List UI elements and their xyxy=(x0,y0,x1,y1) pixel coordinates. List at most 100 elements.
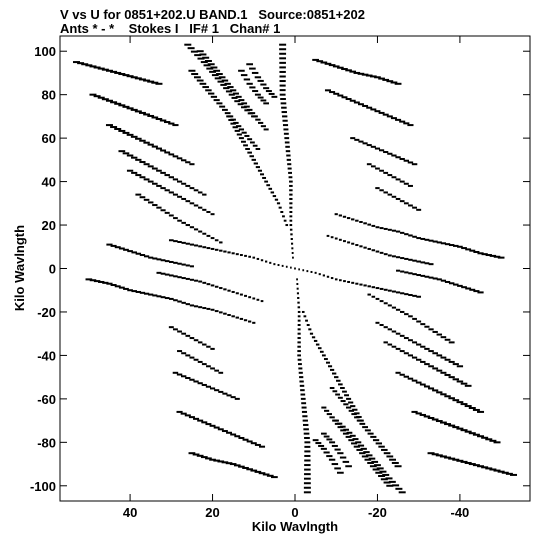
uv-point xyxy=(298,371,303,374)
uv-point xyxy=(332,419,338,422)
uv-point xyxy=(189,243,195,246)
uv-point xyxy=(415,381,422,384)
uv-point xyxy=(236,133,242,136)
uv-point xyxy=(357,72,365,75)
uv-point xyxy=(176,410,183,413)
uv-point xyxy=(241,140,246,143)
uv-point xyxy=(481,466,489,469)
uv-point xyxy=(359,452,366,455)
uv-point xyxy=(290,238,293,241)
uv-point xyxy=(343,403,349,406)
uv-point xyxy=(184,414,191,417)
uv-point xyxy=(329,416,335,419)
uv-point xyxy=(419,413,426,416)
uv-point xyxy=(289,193,293,196)
uv-point xyxy=(306,323,310,326)
uv-point xyxy=(181,241,186,244)
uv-point xyxy=(123,287,129,290)
uv-point xyxy=(77,62,85,65)
uv-point xyxy=(156,271,162,274)
uv-point xyxy=(130,135,138,138)
uv-point xyxy=(356,415,362,418)
uv-point xyxy=(485,467,493,470)
uv-point xyxy=(359,283,363,286)
uv-point xyxy=(185,334,191,337)
uv-point xyxy=(497,470,505,473)
uv-point xyxy=(214,239,219,242)
uv-point xyxy=(383,288,388,291)
uv-point xyxy=(464,405,472,408)
uv-point xyxy=(329,387,335,390)
uv-point xyxy=(197,341,203,344)
uv-point xyxy=(365,454,373,457)
uv-point xyxy=(235,253,239,256)
uv-point xyxy=(404,313,409,316)
uv-point xyxy=(284,141,290,144)
uv-point xyxy=(173,261,178,264)
uv-point xyxy=(181,352,187,355)
uv-point xyxy=(234,435,241,438)
uv-point xyxy=(428,387,435,390)
uv-point xyxy=(194,244,199,247)
uv-point xyxy=(231,252,235,255)
baseline-track xyxy=(89,93,179,127)
uv-point xyxy=(143,255,150,258)
uv-point xyxy=(242,466,249,469)
baseline-track xyxy=(411,410,501,444)
uv-point xyxy=(283,128,289,131)
uv-point xyxy=(110,244,117,247)
uv-point xyxy=(177,330,182,333)
uv-point xyxy=(416,295,422,298)
uv-point xyxy=(206,283,211,286)
uv-point xyxy=(155,118,163,121)
uv-point xyxy=(193,76,201,79)
uv-point xyxy=(315,343,320,346)
uv-point xyxy=(81,63,89,66)
uv-point xyxy=(395,347,401,350)
uv-point xyxy=(148,256,154,259)
uv-point xyxy=(340,400,346,403)
uv-point xyxy=(188,452,196,455)
uv-point xyxy=(349,70,357,73)
uv-point xyxy=(254,93,261,96)
uv-point xyxy=(448,457,456,460)
uv-point xyxy=(357,444,365,447)
uv-point xyxy=(93,280,101,283)
uv-point xyxy=(235,292,239,295)
uv-point xyxy=(304,450,311,453)
uv-point xyxy=(123,248,129,251)
uv-point xyxy=(400,257,405,260)
uv-point xyxy=(396,269,401,272)
uv-point xyxy=(408,315,413,318)
uv-point xyxy=(202,193,207,196)
uv-point xyxy=(297,337,301,340)
uv-point xyxy=(235,316,239,319)
uv-point xyxy=(303,423,309,426)
uv-point xyxy=(453,244,459,247)
uv-point xyxy=(254,443,261,446)
uv-point xyxy=(391,154,397,157)
uv-point xyxy=(341,68,348,71)
uv-point xyxy=(126,169,134,172)
uv-point xyxy=(352,438,359,441)
uv-point xyxy=(388,480,396,483)
uv-point xyxy=(172,124,179,127)
uv-point xyxy=(155,147,162,150)
uv-point xyxy=(85,278,93,281)
uv-point xyxy=(131,290,137,293)
uv-point xyxy=(164,260,170,263)
uv-point xyxy=(348,439,355,442)
uv-point xyxy=(342,432,349,435)
uv-point xyxy=(444,373,451,376)
uv-point xyxy=(231,290,235,293)
uv-point xyxy=(257,96,264,99)
uv-point xyxy=(346,397,352,400)
uv-point xyxy=(127,250,133,253)
uv-point xyxy=(351,413,357,416)
uv-point xyxy=(468,407,476,409)
uv-point xyxy=(126,154,134,157)
uv-point xyxy=(227,86,234,89)
uv-point xyxy=(189,265,194,268)
uv-point xyxy=(345,406,352,409)
uv-point xyxy=(391,330,397,333)
